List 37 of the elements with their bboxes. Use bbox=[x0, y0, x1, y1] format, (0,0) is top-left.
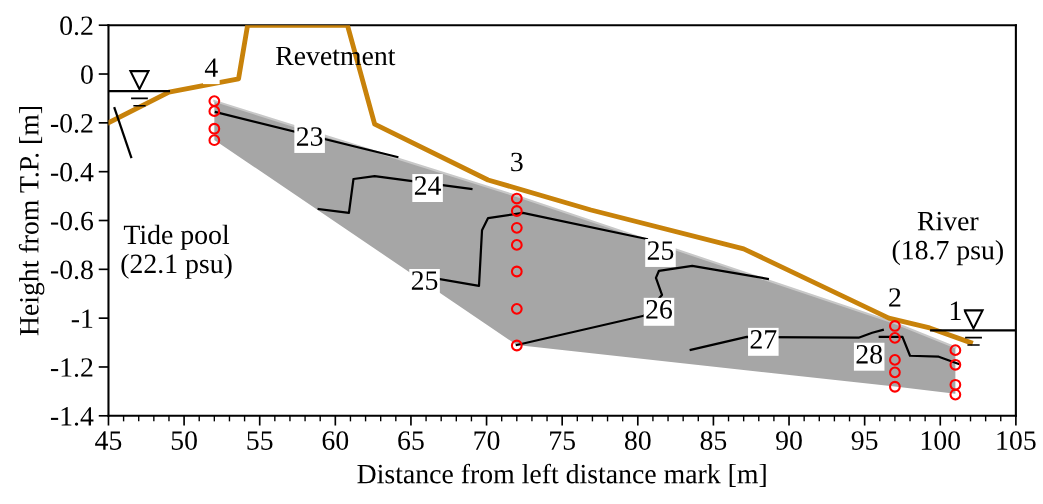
y-tick-label: -0.6 bbox=[50, 211, 94, 231]
annotation: Tide pool (22.1 psu) bbox=[121, 224, 232, 279]
annotation: 28 bbox=[856, 344, 883, 364]
annotation: 27 bbox=[750, 330, 777, 349]
x-tick-label: 100 bbox=[921, 431, 961, 450]
y-tick-label: -0.4 bbox=[50, 162, 94, 182]
x-tick-label: 55 bbox=[247, 431, 273, 450]
x-tick-label: 50 bbox=[171, 431, 197, 450]
annotation: 2 bbox=[889, 288, 901, 307]
annotation: 23 bbox=[296, 127, 323, 146]
annotation: 25 bbox=[647, 241, 674, 260]
x-tick-label: 95 bbox=[851, 431, 878, 450]
x-tick-label: 80 bbox=[624, 431, 651, 450]
y-tick-label: -0.2 bbox=[50, 114, 93, 133]
y-tick-label: -1.2 bbox=[50, 358, 93, 378]
x-tick-label: 105 bbox=[997, 431, 1036, 450]
annotation: River (18.7 psu) bbox=[892, 211, 1003, 266]
annotation: 4 bbox=[204, 58, 218, 77]
y-tick-label: 0.2 bbox=[60, 16, 93, 36]
y-axis-title: Height from T.P. [m] bbox=[18, 106, 45, 336]
x-axis-title: Distance from left distance mark [m] bbox=[357, 463, 766, 487]
y-tick-label: -1.4 bbox=[50, 407, 94, 426]
annotation: 1 bbox=[950, 301, 961, 320]
annotation: 24 bbox=[414, 176, 442, 195]
x-tick-label: 75 bbox=[550, 431, 575, 450]
y-tick-label: 0 bbox=[81, 65, 93, 84]
x-tick-label: 60 bbox=[322, 431, 349, 450]
y-tick-label: -1 bbox=[71, 309, 93, 328]
annotation: 3 bbox=[511, 152, 523, 172]
annotation: 25 bbox=[411, 271, 438, 290]
x-tick-label: 65 bbox=[398, 431, 424, 450]
x-tick-label: 90 bbox=[776, 431, 802, 450]
annotation: 26 bbox=[646, 300, 673, 319]
x-tick-label: 70 bbox=[474, 431, 500, 450]
x-tick-label: 45 bbox=[95, 431, 122, 450]
y-tick-label: -0.8 bbox=[50, 260, 93, 280]
x-tick-label: 85 bbox=[700, 431, 727, 450]
